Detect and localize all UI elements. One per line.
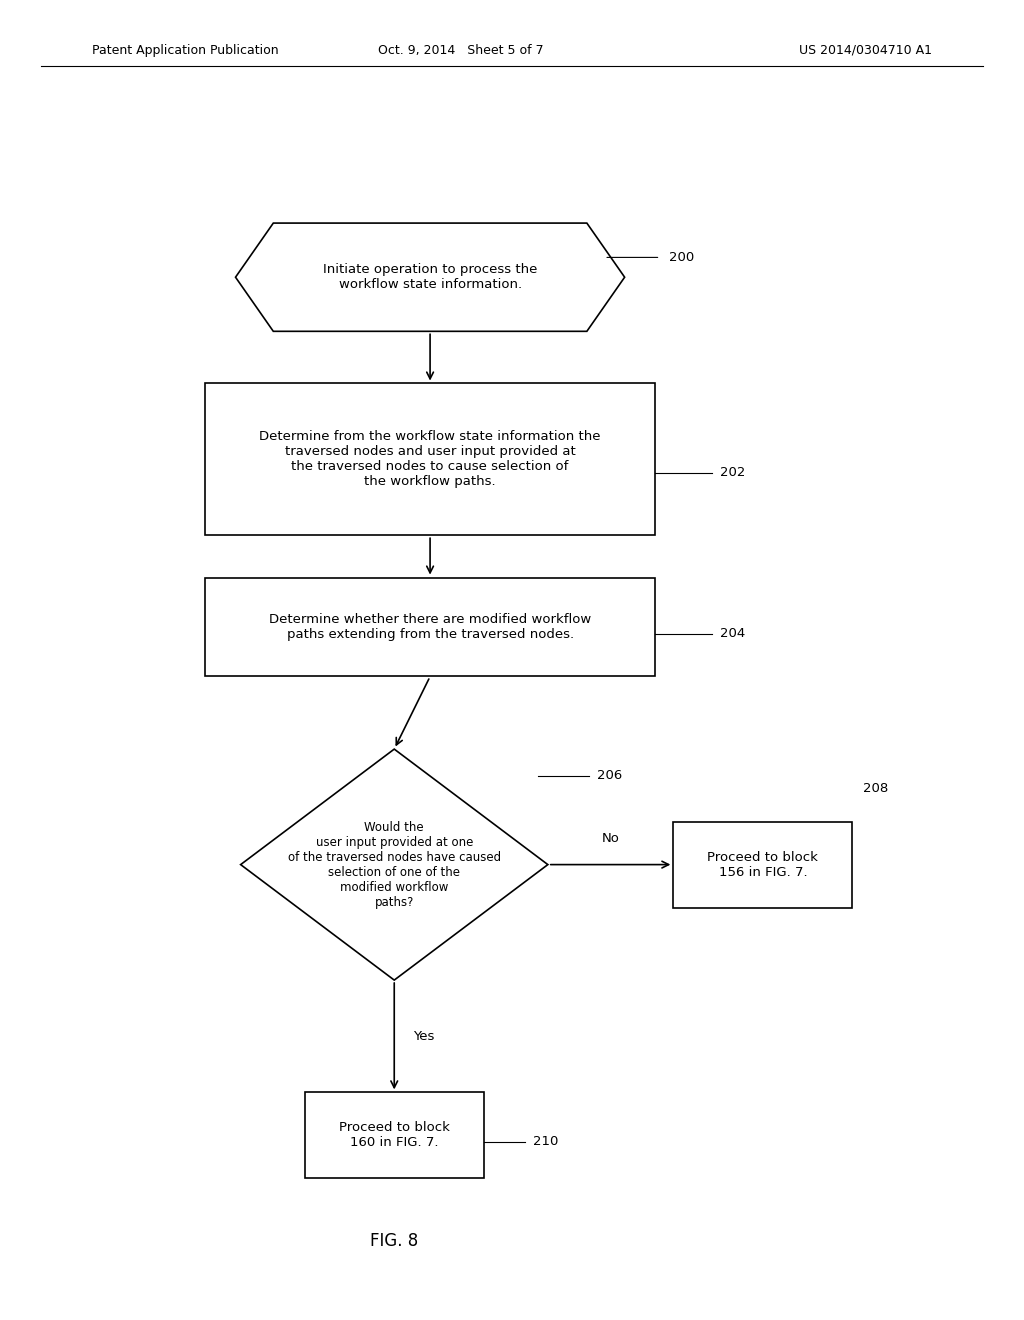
Text: FIG. 8: FIG. 8: [370, 1232, 419, 1250]
Text: Proceed to block
160 in FIG. 7.: Proceed to block 160 in FIG. 7.: [339, 1121, 450, 1150]
Text: 206: 206: [597, 770, 623, 781]
Text: Proceed to block
156 in FIG. 7.: Proceed to block 156 in FIG. 7.: [708, 850, 818, 879]
Text: 208: 208: [862, 783, 888, 795]
Text: Would the
user input provided at one
of the traversed nodes have caused
selectio: Would the user input provided at one of …: [288, 821, 501, 908]
Text: Initiate operation to process the
workflow state information.: Initiate operation to process the workfl…: [323, 263, 538, 292]
Text: 204: 204: [720, 627, 745, 640]
Text: Yes: Yes: [413, 1030, 434, 1043]
Text: 200: 200: [669, 251, 694, 264]
Text: US 2014/0304710 A1: US 2014/0304710 A1: [799, 44, 932, 57]
Text: Patent Application Publication: Patent Application Publication: [92, 44, 279, 57]
Text: Determine from the workflow state information the
traversed nodes and user input: Determine from the workflow state inform…: [259, 430, 601, 488]
Text: No: No: [602, 832, 620, 845]
Text: Determine whether there are modified workflow
paths extending from the traversed: Determine whether there are modified wor…: [269, 612, 591, 642]
Text: Oct. 9, 2014   Sheet 5 of 7: Oct. 9, 2014 Sheet 5 of 7: [378, 44, 544, 57]
Text: 210: 210: [534, 1135, 558, 1148]
Text: 202: 202: [720, 466, 745, 479]
